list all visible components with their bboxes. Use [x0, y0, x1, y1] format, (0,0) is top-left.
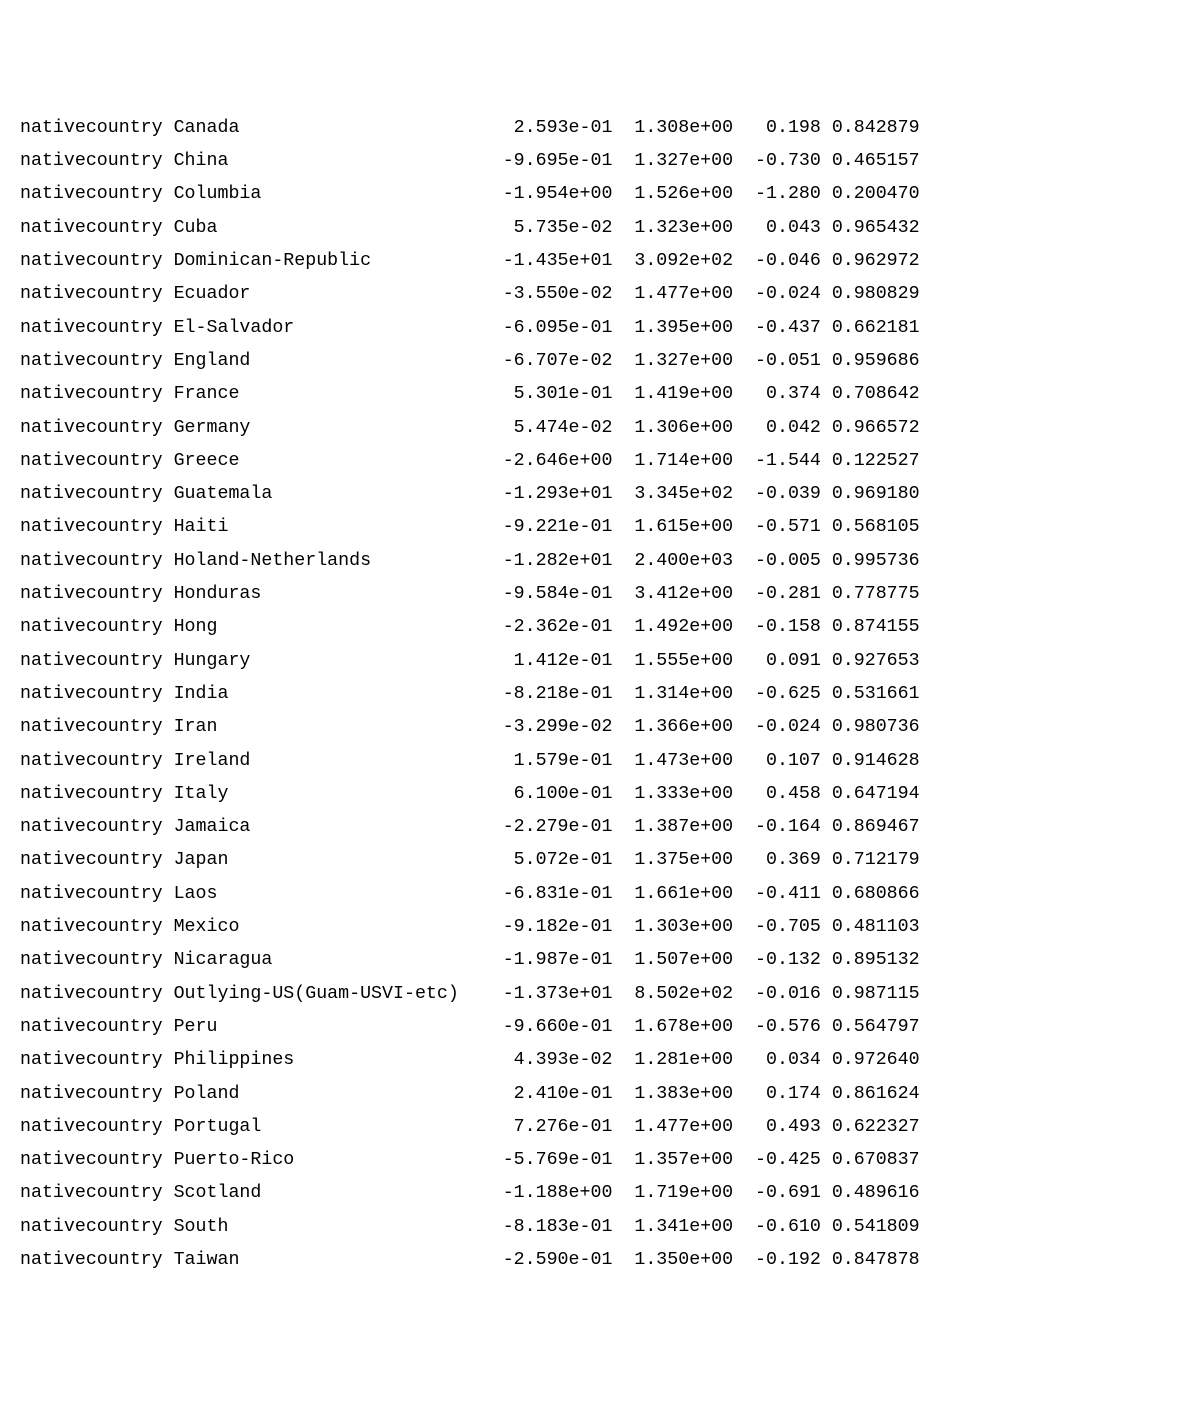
- regression-coefficients-table: nativecountry Canada 2.593e-01 1.308e+00…: [20, 112, 1160, 1277]
- table-row: nativecountry India -8.218e-01 1.314e+00…: [20, 678, 1160, 711]
- table-row: nativecountry Ecuador -3.550e-02 1.477e+…: [20, 278, 1160, 311]
- table-row: nativecountry Puerto-Rico -5.769e-01 1.3…: [20, 1144, 1160, 1177]
- table-row: nativecountry Peru -9.660e-01 1.678e+00 …: [20, 1011, 1160, 1044]
- table-row: nativecountry Mexico -9.182e-01 1.303e+0…: [20, 911, 1160, 944]
- table-row: nativecountry Poland 2.410e-01 1.383e+00…: [20, 1078, 1160, 1111]
- table-row: nativecountry Hong -2.362e-01 1.492e+00 …: [20, 611, 1160, 644]
- table-row: nativecountry Dominican-Republic -1.435e…: [20, 245, 1160, 278]
- table-row: nativecountry Honduras -9.584e-01 3.412e…: [20, 578, 1160, 611]
- table-row: nativecountry Outlying-US(Guam-USVI-etc)…: [20, 978, 1160, 1011]
- table-row: nativecountry El-Salvador -6.095e-01 1.3…: [20, 312, 1160, 345]
- table-row: nativecountry Haiti -9.221e-01 1.615e+00…: [20, 511, 1160, 544]
- table-row: nativecountry Iran -3.299e-02 1.366e+00 …: [20, 711, 1160, 744]
- table-row: nativecountry Portugal 7.276e-01 1.477e+…: [20, 1111, 1160, 1144]
- table-row: nativecountry Italy 6.100e-01 1.333e+00 …: [20, 778, 1160, 811]
- table-row: nativecountry England -6.707e-02 1.327e+…: [20, 345, 1160, 378]
- table-row: nativecountry Columbia -1.954e+00 1.526e…: [20, 178, 1160, 211]
- table-row: nativecountry Germany 5.474e-02 1.306e+0…: [20, 412, 1160, 445]
- table-row: nativecountry France 5.301e-01 1.419e+00…: [20, 378, 1160, 411]
- table-row: nativecountry Holand-Netherlands -1.282e…: [20, 545, 1160, 578]
- table-row: nativecountry South -8.183e-01 1.341e+00…: [20, 1211, 1160, 1244]
- table-row: nativecountry China -9.695e-01 1.327e+00…: [20, 145, 1160, 178]
- table-row: nativecountry Nicaragua -1.987e-01 1.507…: [20, 944, 1160, 977]
- table-row: nativecountry Philippines 4.393e-02 1.28…: [20, 1044, 1160, 1077]
- table-row: nativecountry Scotland -1.188e+00 1.719e…: [20, 1177, 1160, 1210]
- table-row: nativecountry Greece -2.646e+00 1.714e+0…: [20, 445, 1160, 478]
- table-row: nativecountry Jamaica -2.279e-01 1.387e+…: [20, 811, 1160, 844]
- table-row: nativecountry Canada 2.593e-01 1.308e+00…: [20, 112, 1160, 145]
- table-row: nativecountry Laos -6.831e-01 1.661e+00 …: [20, 878, 1160, 911]
- table-row: nativecountry Cuba 5.735e-02 1.323e+00 0…: [20, 212, 1160, 245]
- table-row: nativecountry Ireland 1.579e-01 1.473e+0…: [20, 745, 1160, 778]
- table-row: nativecountry Hungary 1.412e-01 1.555e+0…: [20, 645, 1160, 678]
- table-row: nativecountry Guatemala -1.293e+01 3.345…: [20, 478, 1160, 511]
- table-row: nativecountry Japan 5.072e-01 1.375e+00 …: [20, 844, 1160, 877]
- table-row: nativecountry Taiwan -2.590e-01 1.350e+0…: [20, 1244, 1160, 1277]
